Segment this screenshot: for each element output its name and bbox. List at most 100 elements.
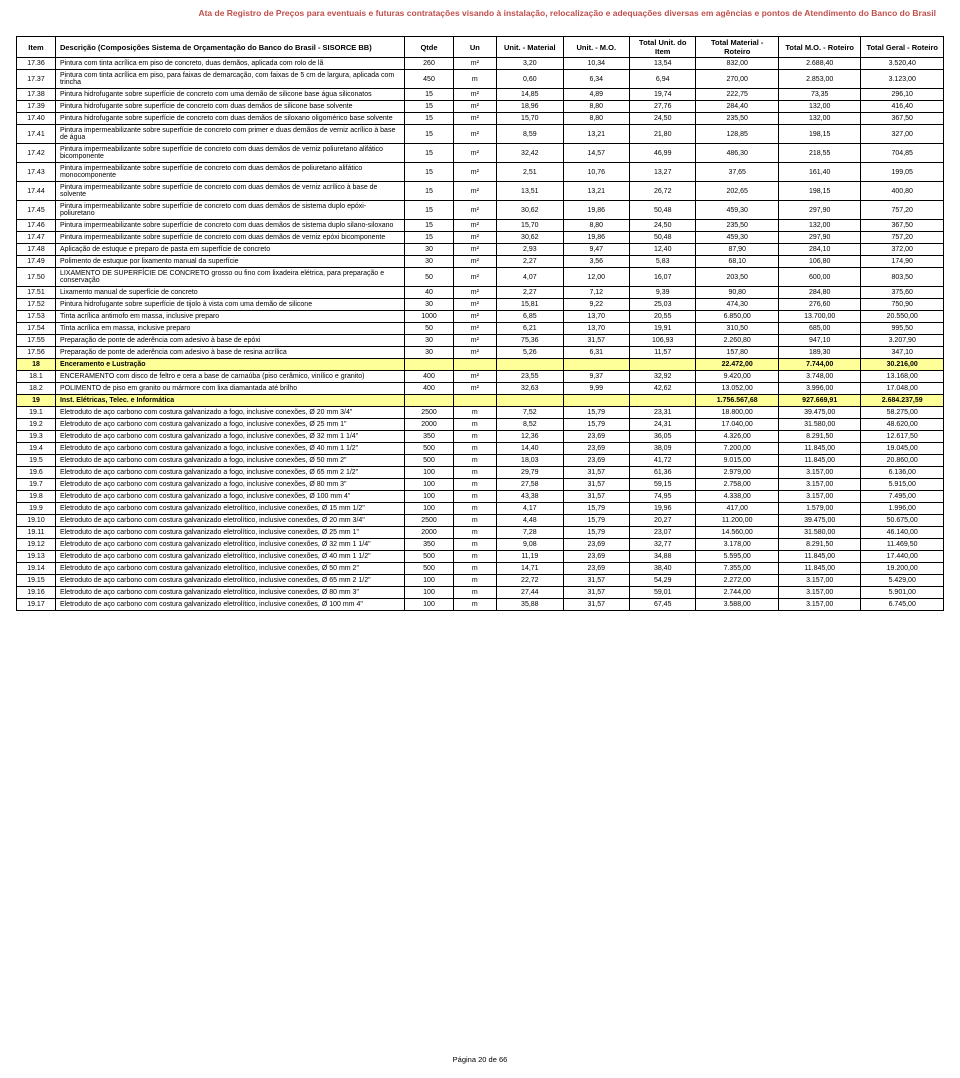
page-footer: Página 20 de 66 xyxy=(0,1041,960,1078)
cell-tgr: 5.915,00 xyxy=(861,479,944,491)
th-qtde: Qtde xyxy=(405,37,453,58)
cell-tui: 27,76 xyxy=(630,101,696,113)
table-row: 17.44Pintura impermeabilizante sobre sup… xyxy=(17,182,944,201)
cell-mat: 2,51 xyxy=(497,163,563,182)
cell-mat: 2,93 xyxy=(497,244,563,256)
cell-desc: Pintura impermeabilizante sobre superfíc… xyxy=(55,201,404,220)
cell-tmo: 1.579,00 xyxy=(778,503,861,515)
cell-mat: 75,36 xyxy=(497,335,563,347)
cell-qtde: 15 xyxy=(405,220,453,232)
cell-desc: Eletroduto de aço carbono com costura ga… xyxy=(55,551,404,563)
cell-tui: 26,72 xyxy=(630,182,696,201)
cell-desc: Enceramento e Lustração xyxy=(55,359,404,371)
price-table: Item Descrição (Composições Sistema de O… xyxy=(16,36,944,611)
cell-mat: 11,19 xyxy=(497,551,563,563)
cell-tmo: 3.996,00 xyxy=(778,383,861,395)
cell-un: m² xyxy=(453,268,497,287)
cell-tgr: 1.996,00 xyxy=(861,503,944,515)
cell-item: 17.54 xyxy=(17,323,56,335)
cell-tgr: 3.520,40 xyxy=(861,58,944,70)
cell-tmo: 8.291,50 xyxy=(778,431,861,443)
cell-desc: Eletroduto de aço carbono com costura ga… xyxy=(55,443,404,455)
cell-item: 17.50 xyxy=(17,268,56,287)
cell-tui: 59,15 xyxy=(630,479,696,491)
table-row: 18Enceramento e Lustração22.472,007.744,… xyxy=(17,359,944,371)
cell-item: 17.56 xyxy=(17,347,56,359)
cell-un xyxy=(453,395,497,407)
table-row: 19.5Eletroduto de aço carbono com costur… xyxy=(17,455,944,467)
cell-tgr: 174,90 xyxy=(861,256,944,268)
cell-item: 17.49 xyxy=(17,256,56,268)
cell-tgr: 372,00 xyxy=(861,244,944,256)
table-row: 19.7Eletroduto de aço carbono com costur… xyxy=(17,479,944,491)
cell-tmo: 39.475,00 xyxy=(778,515,861,527)
table-row: 17.55Preparação de ponte de aderência co… xyxy=(17,335,944,347)
cell-tmo: 106,80 xyxy=(778,256,861,268)
table-row: 19.3Eletroduto de aço carbono com costur… xyxy=(17,431,944,443)
cell-mo: 15,79 xyxy=(563,515,629,527)
cell-mo: 15,79 xyxy=(563,527,629,539)
cell-un: m xyxy=(453,503,497,515)
table-row: 17.41Pintura impermeabilizante sobre sup… xyxy=(17,125,944,144)
cell-item: 18.2 xyxy=(17,383,56,395)
cell-tmo: 31.580,00 xyxy=(778,419,861,431)
cell-un: m xyxy=(453,443,497,455)
cell-mat: 4,07 xyxy=(497,268,563,287)
table-row: 19.9Eletroduto de aço carbono com costur… xyxy=(17,503,944,515)
cell-un: m² xyxy=(453,113,497,125)
cell-mo: 6,31 xyxy=(563,347,629,359)
cell-tui: 20,27 xyxy=(630,515,696,527)
cell-tmr: 284,40 xyxy=(696,101,779,113)
cell-desc: POLIMENTO de piso em granito ou mármore … xyxy=(55,383,404,395)
cell-desc: Pintura impermeabilizante sobre superfíc… xyxy=(55,182,404,201)
cell-tgr: 750,90 xyxy=(861,299,944,311)
cell-tmo: 284,10 xyxy=(778,244,861,256)
cell-mat: 0,60 xyxy=(497,70,563,89)
cell-tmr: 4.338,00 xyxy=(696,491,779,503)
cell-mo: 8,80 xyxy=(563,113,629,125)
th-item: Item xyxy=(17,37,56,58)
cell-desc: Pintura impermeabilizante sobre superfíc… xyxy=(55,163,404,182)
cell-mo: 10,34 xyxy=(563,58,629,70)
cell-desc: Pintura impermeabilizante sobre superfíc… xyxy=(55,220,404,232)
cell-item: 19.6 xyxy=(17,467,56,479)
cell-qtde xyxy=(405,359,453,371)
cell-tmo: 2.853,00 xyxy=(778,70,861,89)
cell-tui: 24,50 xyxy=(630,220,696,232)
cell-item: 17.42 xyxy=(17,144,56,163)
th-mat: Unit. - Material xyxy=(497,37,563,58)
cell-tmo: 284,80 xyxy=(778,287,861,299)
cell-item: 18 xyxy=(17,359,56,371)
cell-tmr: 7.200,00 xyxy=(696,443,779,455)
cell-mat: 7,28 xyxy=(497,527,563,539)
cell-tmo: 3.157,00 xyxy=(778,587,861,599)
cell-tmr: 68,10 xyxy=(696,256,779,268)
cell-qtde: 2000 xyxy=(405,419,453,431)
cell-tmo: 11.845,00 xyxy=(778,443,861,455)
cell-mo: 31,57 xyxy=(563,491,629,503)
cell-tui: 25,03 xyxy=(630,299,696,311)
table-row: 17.45Pintura impermeabilizante sobre sup… xyxy=(17,201,944,220)
cell-mat: 6,21 xyxy=(497,323,563,335)
cell-tgr: 3.207,90 xyxy=(861,335,944,347)
cell-qtde: 400 xyxy=(405,383,453,395)
cell-mat xyxy=(497,395,563,407)
cell-tgr: 327,00 xyxy=(861,125,944,144)
cell-tmo: 927.669,91 xyxy=(778,395,861,407)
cell-item: 17.47 xyxy=(17,232,56,244)
cell-desc: Preparação de ponte de aderência com ade… xyxy=(55,335,404,347)
cell-mo: 15,79 xyxy=(563,503,629,515)
cell-mo: 13,21 xyxy=(563,125,629,144)
cell-tui: 50,48 xyxy=(630,232,696,244)
cell-tui: 54,29 xyxy=(630,575,696,587)
cell-desc: Eletroduto de aço carbono com costura ga… xyxy=(55,599,404,611)
cell-tgr: 5.429,00 xyxy=(861,575,944,587)
cell-tgr: 296,10 xyxy=(861,89,944,101)
cell-desc: Eletroduto de aço carbono com costura ga… xyxy=(55,527,404,539)
cell-item: 17.41 xyxy=(17,125,56,144)
cell-tui: 34,88 xyxy=(630,551,696,563)
cell-tmr: 6.850,00 xyxy=(696,311,779,323)
cell-tgr: 995,50 xyxy=(861,323,944,335)
cell-tmo: 3.157,00 xyxy=(778,467,861,479)
cell-desc: Eletroduto de aço carbono com costura ga… xyxy=(55,407,404,419)
